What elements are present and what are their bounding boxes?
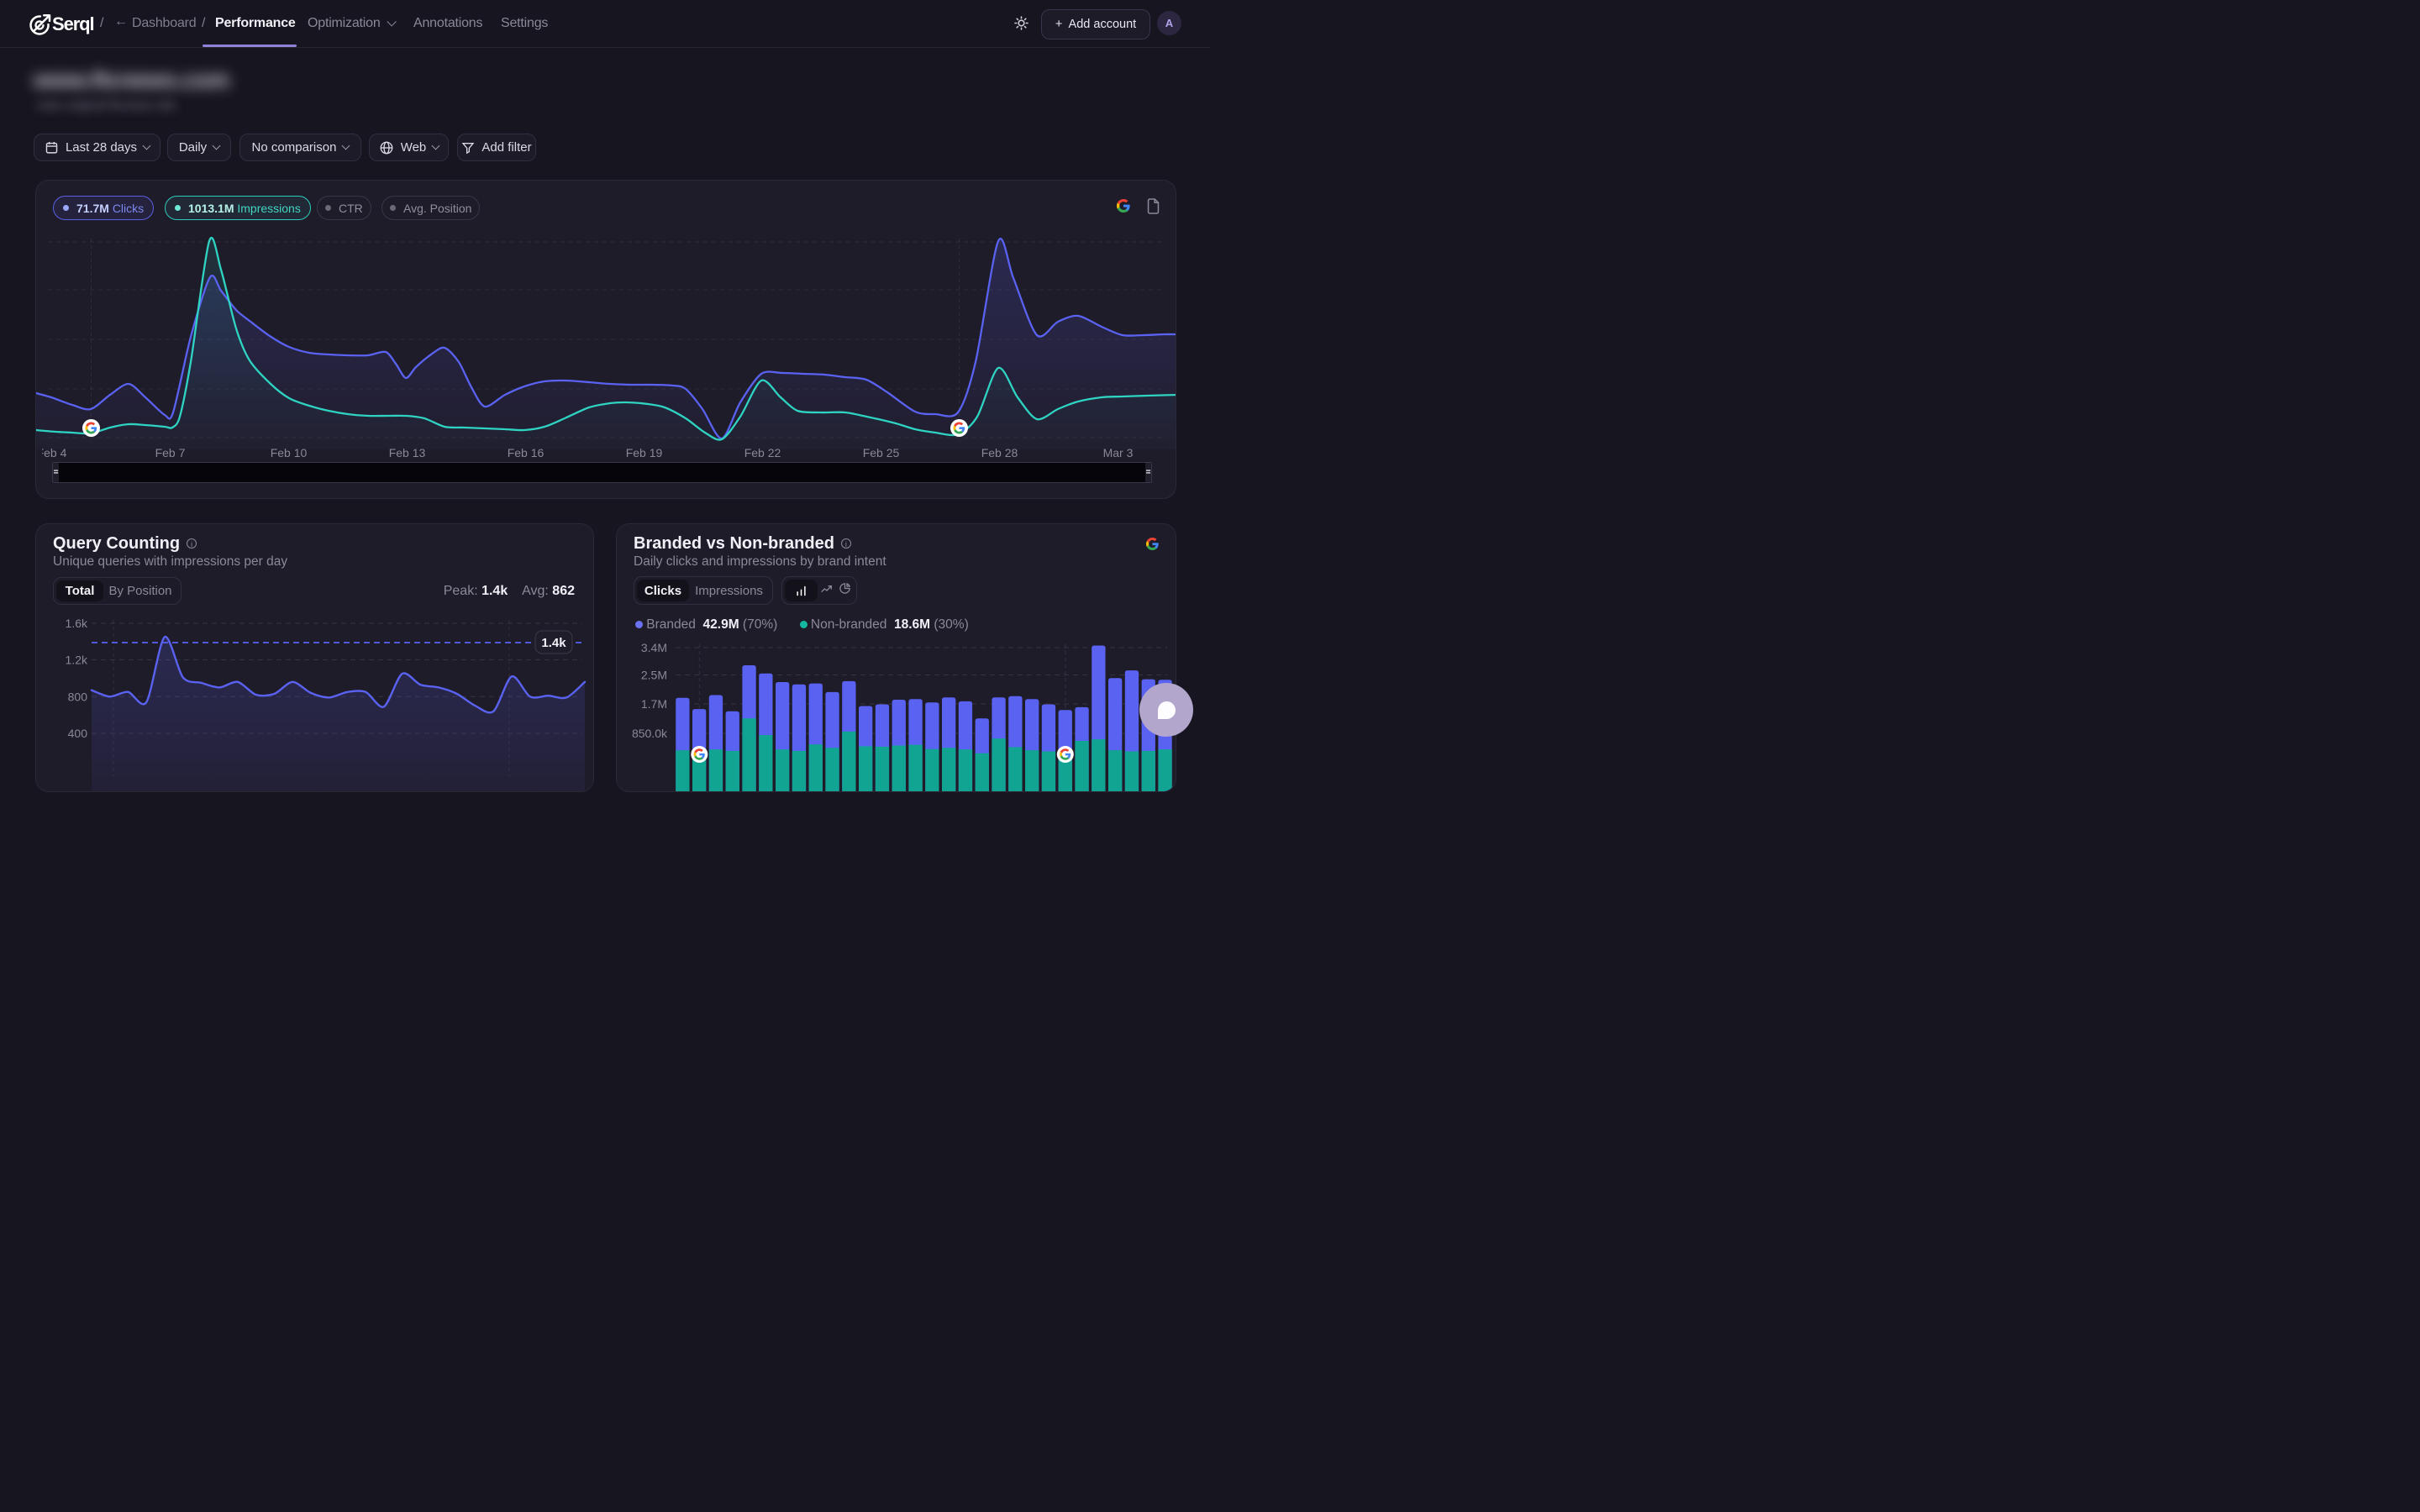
svg-text:850.0k: 850.0k <box>632 727 668 740</box>
svg-text:1.4k: 1.4k <box>541 636 566 650</box>
svg-text:800: 800 <box>68 690 88 703</box>
svg-text:1.6k: 1.6k <box>66 617 88 630</box>
svg-text:1.2k: 1.2k <box>66 654 88 667</box>
svg-text:400: 400 <box>68 727 88 740</box>
svg-text:1.7M: 1.7M <box>641 697 667 711</box>
svg-text:3.4M: 3.4M <box>641 641 667 654</box>
svg-text:2.5M: 2.5M <box>641 669 667 682</box>
